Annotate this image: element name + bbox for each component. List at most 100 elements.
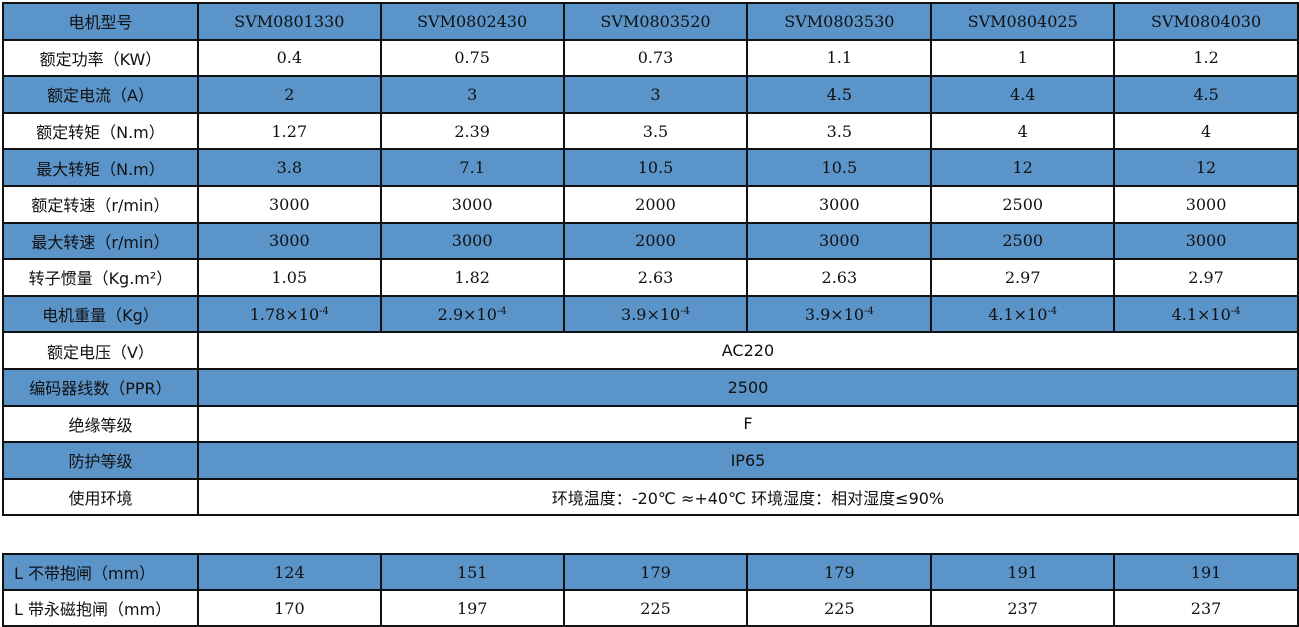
value-cell: 10.5 [746, 148, 933, 187]
value-base: 4.1×10 [988, 304, 1048, 324]
spec-row: 额定转速（r/min） 3000 3000 2000 3000 2500 3000 [2, 184, 1299, 224]
value-cell: 0.4 [196, 38, 382, 78]
model-header: SVM0804030 [1113, 2, 1299, 41]
value-cell: 4 [930, 111, 1116, 151]
value-cell: 4.1×10-4 [930, 294, 1116, 334]
row-label: L 带永磁抱闸（mm） [2, 589, 199, 627]
model-header: SVM0803520 [562, 2, 749, 41]
value-exponent: -4 [496, 305, 507, 317]
value-cell: 3.9×10-4 [562, 294, 749, 334]
value-cell: 1.27 [196, 111, 382, 151]
value-cell: 3000 [1113, 184, 1299, 224]
value-cell: 4.1×10-4 [1113, 294, 1299, 334]
value-cell: 2000 [562, 221, 749, 261]
value-base: 4.1×10 [1171, 304, 1231, 324]
value-cell: 1.82 [379, 258, 565, 297]
value-cell: 1.05 [196, 258, 382, 297]
value-cell: 4 [1113, 111, 1299, 151]
value-cell: 3000 [196, 184, 382, 224]
value-cell: 3000 [379, 184, 565, 224]
value-base: 3.9×10 [804, 304, 865, 324]
spec-row: 额定转矩（N.m） 1.27 2.39 3.5 3.5 4 4 [2, 111, 1299, 151]
value-cell: 3 [379, 75, 565, 114]
value-cell: 2500 [930, 184, 1116, 224]
value-cell: 10.5 [562, 148, 749, 187]
row-label: 额定电压（V） [2, 331, 199, 370]
header-row: 电机型号 SVM0801330 SVM0802430 SVM0803520 SVM080… [2, 2, 1299, 41]
value-cell: 1.78×10-4 [196, 294, 382, 334]
merged-value: AC220 [196, 331, 1299, 370]
value-exponent: -4 [1230, 305, 1241, 317]
value-cell: 191 [930, 553, 1116, 591]
value-exponent: -4 [680, 305, 690, 317]
value-cell: 12 [1113, 148, 1299, 187]
row-label: 额定电流（A） [2, 75, 199, 114]
row-label: 额定功率（KW） [2, 38, 199, 78]
value-cell: 4.5 [1113, 75, 1299, 114]
spec-row: 防护等级 IP65 [2, 441, 1299, 480]
value-cell: 0.75 [379, 38, 565, 78]
spec-row: 最大转速（r/min） 3000 3000 2000 3000 2500 3000 [2, 221, 1299, 261]
row-label: 使用环境 [2, 477, 199, 517]
row-label: 编码器线数（PPR） [2, 367, 199, 407]
row-label: 电机重量（Kg） [2, 294, 199, 334]
spec-row: 编码器线数（PPR） 2500 [2, 367, 1299, 407]
row-label: 额定转矩（N.m） [2, 111, 199, 151]
motor-spec-table: 电机型号 SVM0801330 SVM0802430 SVM0803520 SVM080… [2, 2, 1299, 517]
value-exponent: -4 [1047, 305, 1058, 317]
value-cell: 179 [746, 553, 933, 591]
motor-length-table: L 不带抱闸（mm） 124 151 179 179 191 191 L 带永磁抱闸（mm） 1… [2, 553, 1299, 627]
value-cell: 2.39 [379, 111, 565, 151]
spec-row: 转子惯量（Kg.m²） 1.05 1.82 2.63 2.63 2.97 2.97 [2, 258, 1299, 297]
value-cell: 2.97 [1113, 258, 1299, 297]
row-label: 最大转速（r/min） [2, 221, 199, 261]
value-cell: 191 [1113, 553, 1299, 591]
spec-row: 额定功率（KW） 0.4 0.75 0.73 1.1 1 1.2 [2, 38, 1299, 78]
value-cell: 3.5 [746, 111, 933, 151]
value-cell: 237 [1113, 589, 1299, 627]
value-cell: 4.5 [746, 75, 933, 114]
length-row: L 带永磁抱闸（mm） 170 197 225 225 237 237 [2, 589, 1299, 627]
model-header: SVM0804025 [930, 2, 1116, 41]
value-cell: 3000 [746, 221, 933, 261]
merged-value: 环境温度：-20℃ ≈+40℃ 环境湿度：相对湿度≤90% [196, 477, 1299, 517]
value-cell: 3000 [746, 184, 933, 224]
header-label: 电机型号 [2, 2, 199, 41]
value-cell: 3.5 [562, 111, 749, 151]
spec-row: 额定电压（V） AC220 [2, 331, 1299, 370]
spec-row: 绝缘等级 F [2, 404, 1299, 444]
value-cell: 3000 [1113, 221, 1299, 261]
value-cell: 2.63 [746, 258, 933, 297]
value-cell: 124 [196, 553, 382, 591]
length-row: L 不带抱闸（mm） 124 151 179 179 191 191 [2, 553, 1299, 591]
value-base: 1.78×10 [249, 304, 320, 324]
value-cell: 12 [930, 148, 1116, 187]
value-cell: 2500 [930, 221, 1116, 261]
value-cell: 1.1 [746, 38, 933, 78]
model-header: SVM0802430 [379, 2, 565, 41]
value-cell: 3000 [196, 221, 382, 261]
spec-row: 使用环境 环境温度：-20℃ ≈+40℃ 环境湿度：相对湿度≤90% [2, 477, 1299, 517]
merged-value: IP65 [196, 441, 1299, 480]
value-exponent: -4 [319, 305, 329, 317]
value-cell: 3000 [379, 221, 565, 261]
value-cell: 179 [562, 553, 749, 591]
model-header: SVM0801330 [196, 2, 382, 41]
row-label: 防护等级 [2, 441, 199, 480]
value-cell: 3.9×10-4 [746, 294, 933, 334]
row-label: L 不带抱闸（mm） [2, 553, 199, 591]
row-label: 最大转矩（N.m） [2, 148, 199, 187]
value-cell: 1.2 [1113, 38, 1299, 78]
value-cell: 225 [562, 589, 749, 627]
value-cell: 170 [196, 589, 382, 627]
model-header: SVM0803530 [746, 2, 933, 41]
value-cell: 2.97 [930, 258, 1116, 297]
value-cell: 3.8 [196, 148, 382, 187]
merged-value: 2500 [196, 367, 1299, 407]
value-cell: 2.9×10-4 [379, 294, 565, 334]
spec-row: 最大转矩（N.m） 3.8 7.1 10.5 10.5 12 12 [2, 148, 1299, 187]
value-cell: 7.1 [379, 148, 565, 187]
value-cell: 151 [379, 553, 565, 591]
value-base: 2.9×10 [437, 304, 497, 324]
value-cell: 197 [379, 589, 565, 627]
